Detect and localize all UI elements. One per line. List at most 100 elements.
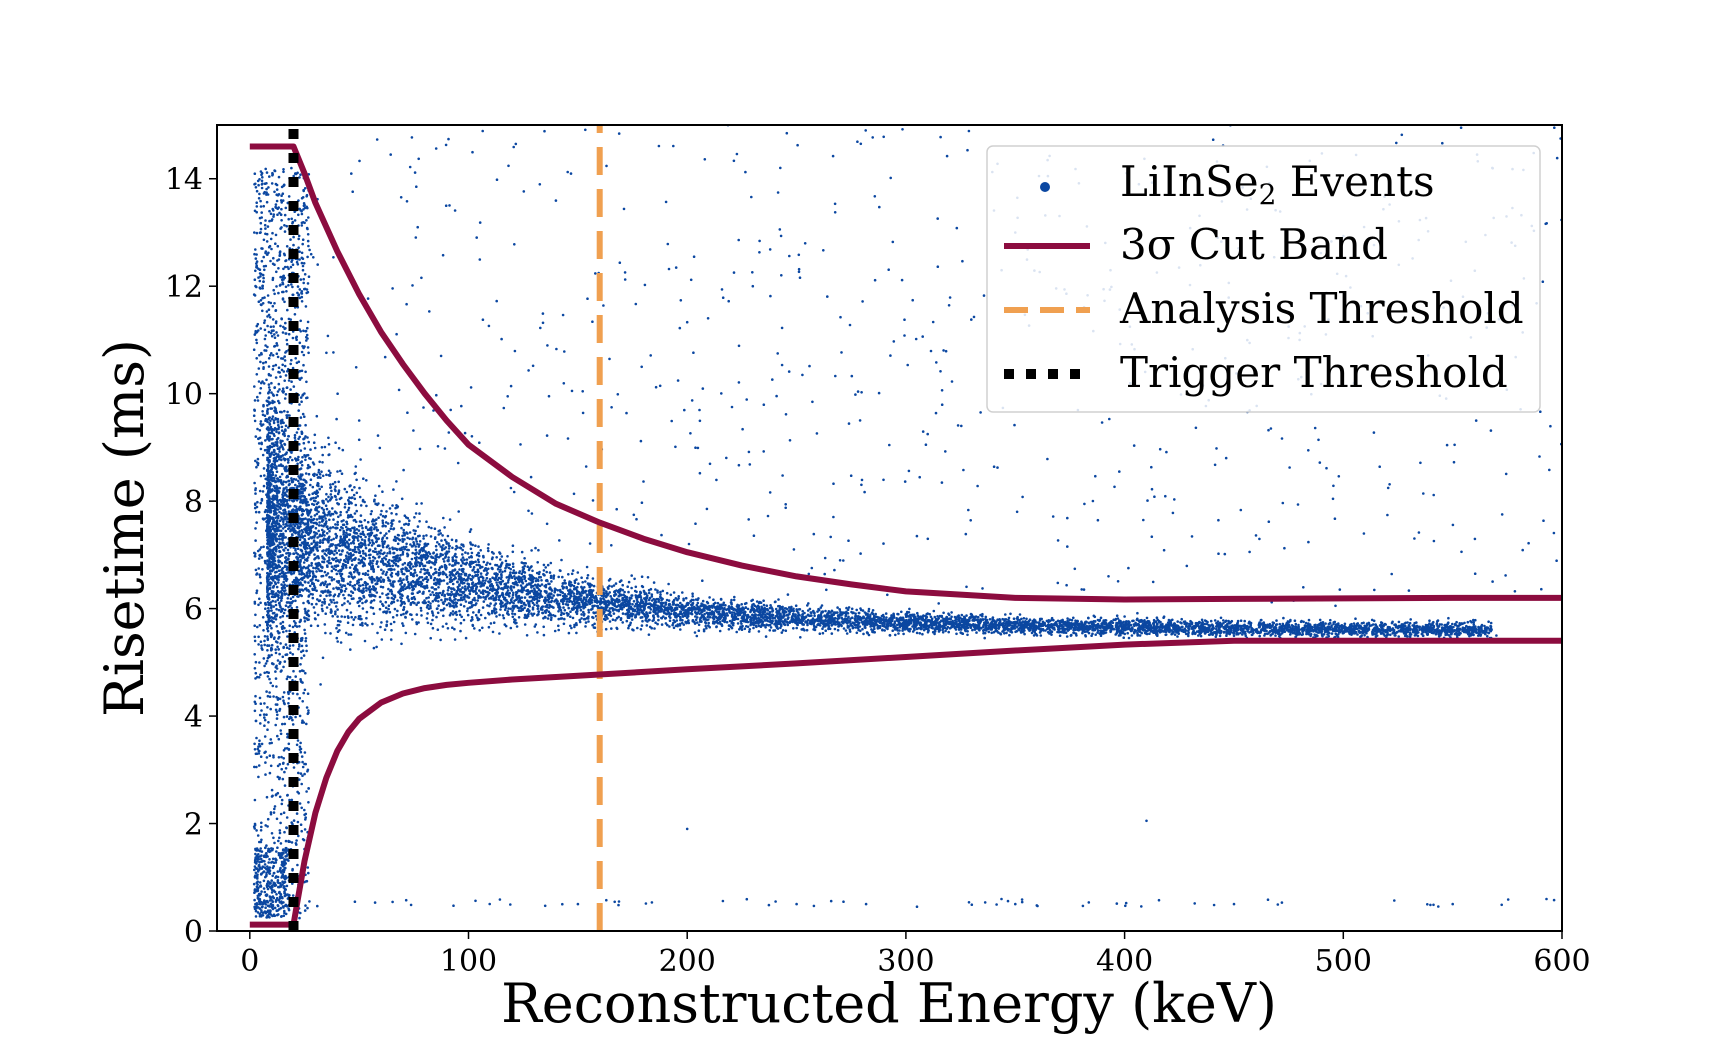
event-point [537,599,541,603]
event-point [322,501,326,505]
event-point [786,608,789,611]
event-point [375,560,379,563]
event-point [501,614,505,617]
event-point [567,573,570,576]
event-point [345,520,348,524]
event-point [311,572,315,575]
event-point [386,576,390,579]
event-point [271,551,274,555]
event-point [1075,634,1078,637]
event-point [867,607,871,611]
event-point [379,549,383,552]
event-point [1472,623,1476,626]
event-point [481,579,485,582]
event-point [292,477,296,481]
event-point [708,596,711,599]
event-point [529,595,533,599]
event-point [425,561,429,564]
event-point [960,631,963,635]
event-point [294,621,297,625]
event-point [524,579,528,583]
event-point [434,588,438,591]
event-point [1246,630,1249,633]
event-point [1407,624,1411,627]
event-point [353,512,357,515]
event-point [517,616,521,619]
event-point [396,564,400,568]
event-point [404,631,408,635]
event-point [282,480,286,484]
event-point [523,557,526,560]
event-point [372,612,376,615]
event-point [373,594,377,598]
event-point [365,479,368,482]
event-point [266,451,269,455]
event-point [377,502,380,505]
event-point [859,607,862,610]
event-point [377,556,381,559]
event-point [314,496,318,500]
event-point [411,551,415,555]
event-point [544,585,548,589]
event-point [757,624,761,628]
event-point [784,629,788,632]
event-point [824,629,827,632]
event-point [330,576,334,579]
event-point [340,520,344,523]
event-point [310,561,314,565]
event-point [401,622,404,625]
event-point [911,630,915,633]
event-point [695,603,699,607]
event-point [855,631,859,635]
event-point [410,557,414,561]
event-point [748,630,751,633]
event-point [705,600,709,604]
event-point [918,632,922,635]
event-point [627,590,630,594]
event-point [390,629,393,632]
event-point [309,483,312,487]
event-point [427,600,430,604]
event-point [534,623,538,626]
event-point [423,568,427,572]
event-point [487,567,490,571]
event-point [272,605,276,608]
event-point [283,379,287,383]
event-point [513,599,516,603]
event-point [366,569,370,573]
event-point [359,623,362,626]
event-point [362,596,366,599]
event-point [614,582,618,585]
event-point [385,571,389,574]
event-point [884,612,888,615]
event-point [324,580,327,583]
event-point [797,608,801,611]
event-point [476,616,479,619]
event-point [353,486,356,489]
event-point [537,548,540,552]
event-point [281,655,285,659]
event-point [416,542,419,546]
event-point [301,455,304,459]
event-point [318,521,321,524]
event-point [1148,632,1151,635]
event-point [285,646,289,649]
event-point [1116,617,1120,620]
event-point [325,594,328,598]
event-point [498,632,501,635]
event-point [744,606,748,609]
event-point [584,625,587,628]
event-point [344,587,348,590]
event-point [278,519,282,522]
event-point [398,520,401,523]
event-point [274,376,278,379]
event-point [512,601,515,605]
event-point [672,598,676,602]
event-point [447,547,451,550]
event-point [454,576,457,580]
event-point [336,523,340,526]
event-point [1019,631,1023,634]
event-point [335,546,338,550]
event-point [348,583,352,587]
event-point [460,572,463,576]
